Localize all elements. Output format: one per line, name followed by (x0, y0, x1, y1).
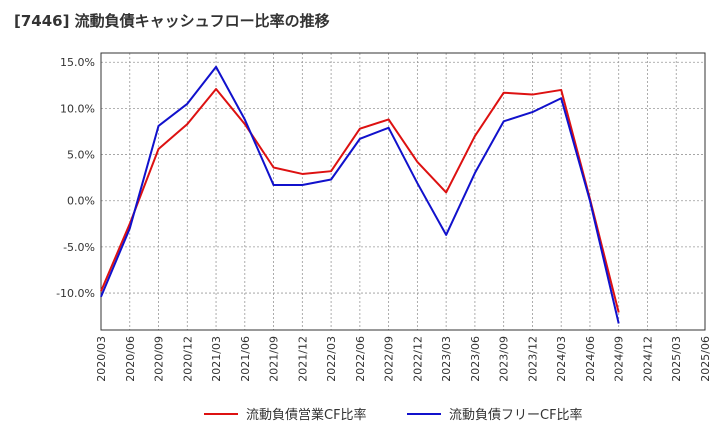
plot-area (100, 52, 706, 331)
legend-item-free-cf: 流動負債フリーCF比率 (407, 404, 583, 423)
y-tick-label: 10.0% (60, 102, 95, 115)
y-tick-label: 5.0% (67, 149, 95, 162)
x-tick-label: 2021/12 (296, 336, 309, 382)
x-tick-label: 2023/09 (498, 336, 511, 382)
series-lines (100, 65, 620, 324)
legend-label-operating-cf: 流動負債営業CF比率 (246, 408, 367, 423)
legend-label-free-cf: 流動負債フリーCF比率 (449, 408, 583, 423)
legend: 流動負債営業CF比率 流動負債フリーCF比率 (0, 404, 720, 426)
x-tick-label: 2020/06 (124, 336, 137, 382)
x-tick-label: 2024/12 (641, 336, 654, 382)
x-tick-label: 2020/09 (153, 336, 166, 382)
y-tick-label: -10.0% (56, 287, 95, 300)
y-tick-label: -5.0% (63, 241, 95, 254)
legend-swatch-free-cf (407, 412, 441, 415)
x-tick-label: 2022/03 (325, 336, 338, 382)
x-tick-label: 2023/12 (526, 336, 539, 382)
legend-swatch-operating-cf (204, 412, 238, 415)
series-line-free-cf (100, 65, 620, 324)
x-tick-label: 2023/06 (469, 336, 482, 382)
y-tick-label: 15.0% (60, 56, 95, 69)
series-line-operating-cf (100, 88, 620, 313)
x-tick-label: 2021/03 (210, 336, 223, 382)
x-tick-label: 2022/09 (383, 336, 396, 382)
x-tick-label: 2020/12 (181, 336, 194, 382)
x-tick-label: 2024/09 (613, 336, 626, 382)
x-tick-label: 2020/03 (95, 336, 108, 382)
axes: 2020/03 2020/06 2020/09 2020/12 2021/03 2021/… (56, 56, 712, 381)
grid (101, 53, 705, 330)
x-tick-label: 2024/06 (584, 336, 597, 382)
legend-item-operating-cf: 流動負債営業CF比率 (204, 404, 367, 423)
y-tick-label: 0.0% (67, 195, 95, 208)
x-tick-label: 2025/06 (699, 336, 712, 382)
x-tick-label: 2025/03 (670, 336, 683, 382)
chart-title: [7446] 流動負債キャッシュフロー比率の推移 (14, 12, 330, 30)
x-tick-label: 2021/06 (239, 336, 252, 382)
x-tick-label: 2022/06 (354, 336, 367, 382)
x-tick-label: 2023/03 (440, 336, 453, 382)
x-tick-label: 2021/09 (268, 336, 281, 382)
x-tick-label: 2022/12 (411, 336, 424, 382)
x-tick-label: 2024/03 (555, 336, 568, 382)
